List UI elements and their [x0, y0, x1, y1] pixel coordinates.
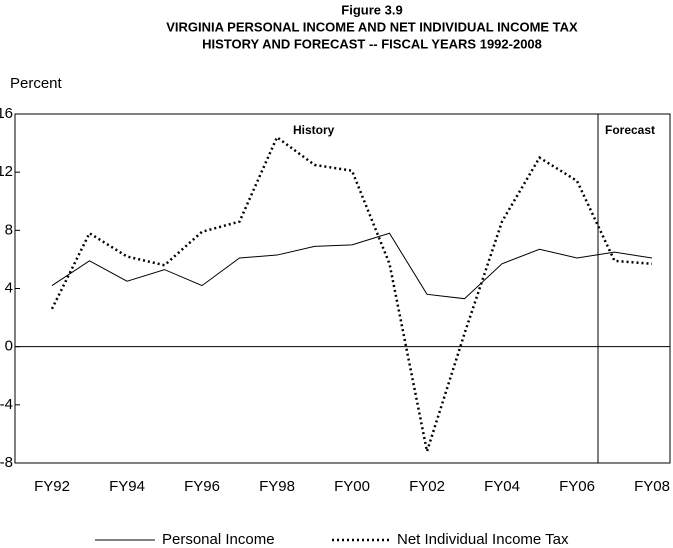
series-line — [50, 135, 653, 457]
y-tick-label: 8 — [5, 221, 13, 238]
chart-subtitle: HISTORY AND FORECAST -- FISCAL YEARS 199… — [202, 36, 542, 51]
x-tick-label: FY98 — [259, 478, 295, 495]
y-tick-label: 12 — [0, 163, 13, 180]
x-tick-label: FY94 — [109, 478, 145, 495]
series-line — [51, 232, 653, 300]
history-annotation: History — [293, 123, 335, 137]
forecast-annotation: Forecast — [605, 123, 655, 137]
plot-frame — [14, 113, 671, 464]
x-tick-label: FY96 — [184, 478, 220, 495]
y-tick-label: 16 — [0, 105, 13, 122]
x-tick-label: FY04 — [484, 478, 520, 495]
y-axis-label: Percent — [10, 75, 63, 92]
y-tick-label: -8 — [0, 454, 13, 471]
x-tick-label: FY02 — [409, 478, 445, 495]
y-tick-label: 0 — [5, 338, 13, 355]
x-tick-label: FY00 — [334, 478, 370, 495]
x-tick-label: FY92 — [34, 478, 70, 495]
legend-label: Personal Income — [162, 531, 275, 548]
chart-title: Figure 3.9 — [341, 2, 402, 17]
x-tick-label: FY08 — [634, 478, 670, 495]
chart-subtitle: VIRGINIA PERSONAL INCOME AND NET INDIVID… — [166, 19, 578, 34]
y-tick-label: -4 — [0, 396, 13, 413]
legend-label: Net Individual Income Tax — [397, 531, 569, 548]
y-tick-label: 4 — [5, 279, 13, 296]
x-tick-label: FY06 — [559, 478, 595, 495]
